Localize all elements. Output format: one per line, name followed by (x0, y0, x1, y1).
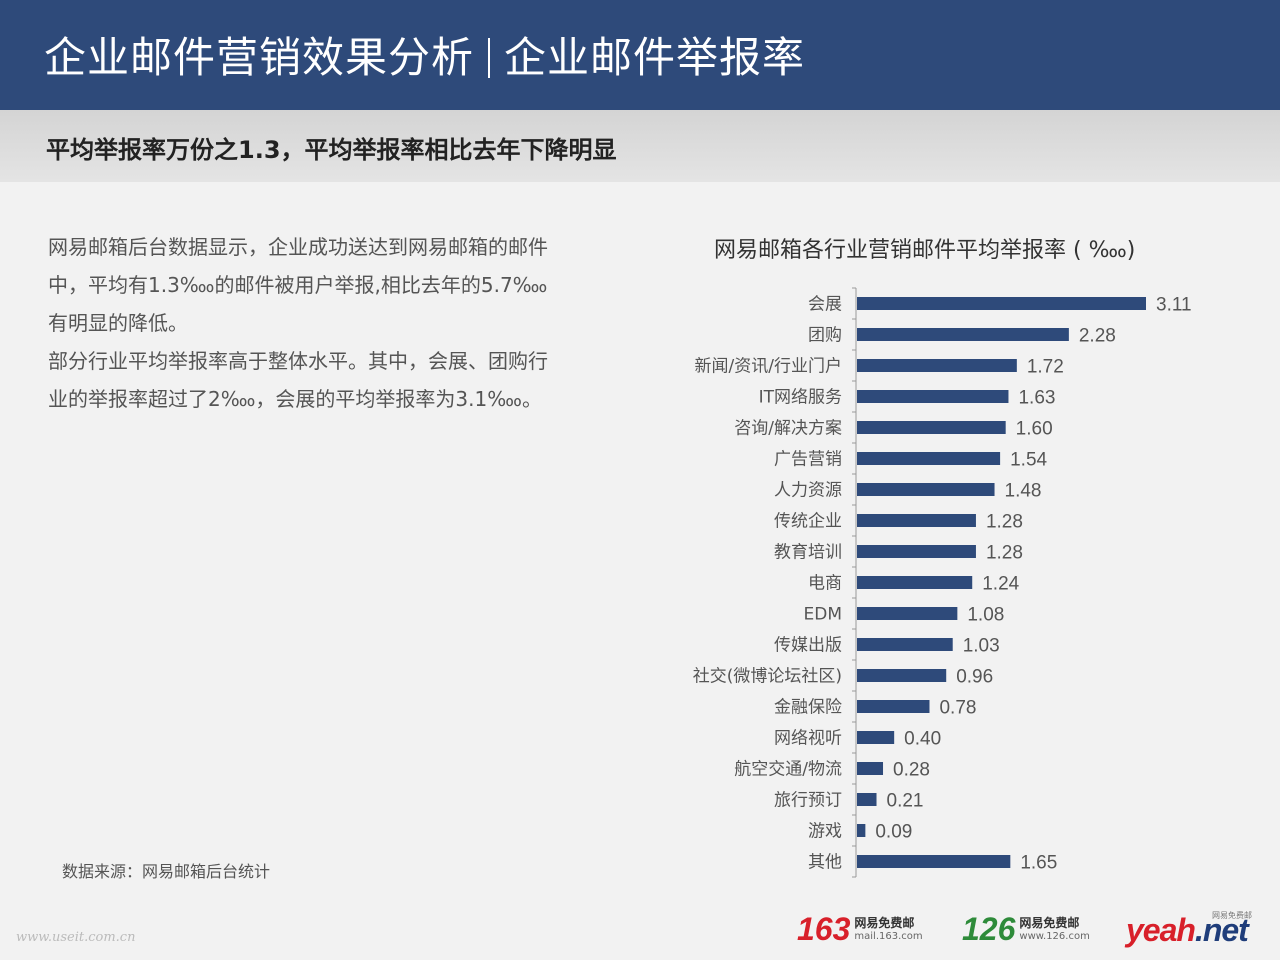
description-paragraph-2: 部分行业平均举报率高于整体水平。其中，会展、团购行业的举报率超过了2‱，会展的平… (48, 349, 548, 411)
category-label: EDM (804, 605, 843, 625)
subheader-text: 平均举报率万份之1.3，平均举报率相比去年下降明显 (46, 136, 617, 164)
description-paragraph-1: 网易邮箱后台数据显示，企业成功送达到网易邮箱的邮件中，平均有1.3‱的邮件被用户… (48, 235, 548, 335)
bar (857, 731, 895, 744)
bar (857, 390, 1009, 403)
logo-163-name: 网易免费邮 (854, 916, 915, 930)
logo-yeah: 网易免费邮 yeah.net (1126, 906, 1252, 949)
category-label: 旅行预订 (774, 791, 842, 811)
logo-126-number: 126 (962, 911, 1016, 947)
logo-163-url: mail.163.com (854, 931, 923, 942)
header-bar: 企业邮件营销效果分析 企业邮件举报率 (0, 0, 1280, 110)
bar (857, 328, 1069, 341)
data-label: 3.11 (1156, 295, 1192, 316)
category-label: 团购 (808, 326, 842, 346)
category-label: 咨询/解决方案 (734, 419, 842, 439)
data-label: 0.09 (875, 822, 912, 843)
data-label: 1.24 (982, 574, 1019, 595)
bar-chart: 会展 3.11 团购 2.28 新闻/资讯/行业门户 1.72 IT网络服务 1.63 咨询/解… (693, 287, 1192, 878)
bar (857, 576, 973, 589)
data-label: 1.72 (1027, 357, 1064, 378)
bar (857, 607, 958, 620)
bar (857, 762, 884, 775)
data-label: 1.54 (1010, 450, 1047, 471)
data-source-note: 数据来源：网易邮箱后台统计 (62, 862, 271, 881)
page-title: 企业邮件营销效果分析 企业邮件举报率 (44, 24, 805, 85)
category-label: 传媒出版 (774, 636, 842, 656)
description-text: 网易邮箱后台数据显示，企业成功送达到网易邮箱的邮件中，平均有1.3‱的邮件被用户… (48, 228, 558, 418)
category-label: IT网络服务 (759, 388, 842, 408)
logo-yeah-tag: 网易免费邮 (1212, 911, 1252, 920)
data-label: 0.21 (887, 791, 924, 812)
bar (857, 514, 976, 527)
category-label: 其他 (808, 853, 842, 873)
category-label: 新闻/资讯/行业门户 (695, 357, 842, 377)
data-label: 1.60 (1016, 419, 1053, 440)
title-separator (488, 38, 491, 78)
data-label: 1.08 (967, 605, 1004, 626)
data-label: 1.28 (986, 543, 1023, 564)
bar (857, 638, 953, 651)
logo-126-name: 网易免费邮 (1019, 916, 1080, 930)
category-label: 游戏 (808, 822, 842, 842)
bar (857, 793, 877, 806)
category-label: 传统企业 (774, 512, 842, 532)
bar (857, 669, 947, 682)
logo-163: 163 网易免费邮 mail.163.com (797, 910, 923, 948)
data-label: 1.65 (1020, 853, 1057, 874)
logo-yeah-main: yeah (1126, 912, 1196, 948)
bar (857, 297, 1146, 310)
bar (857, 452, 1001, 465)
category-label: 金融保险 (774, 698, 842, 718)
title-sub: 企业邮件举报率 (504, 33, 806, 82)
category-label: 人力资源 (774, 481, 842, 501)
bar (857, 421, 1006, 434)
logo-126-url: www.126.com (1019, 931, 1090, 942)
data-label: 1.28 (986, 512, 1023, 533)
logo-126: 126 网易免费邮 www.126.com (962, 910, 1090, 948)
data-label: 0.40 (904, 729, 941, 750)
data-label: 1.03 (963, 636, 1000, 657)
bar (857, 483, 995, 496)
category-label: 电商 (808, 574, 842, 594)
logo-163-number: 163 (797, 911, 851, 947)
data-label: 0.78 (939, 698, 976, 719)
data-label: 1.63 (1018, 388, 1055, 409)
bar (857, 359, 1017, 372)
category-label: 网络视听 (774, 729, 842, 749)
category-label: 社交(微博论坛社区) (693, 667, 842, 687)
bar (857, 545, 976, 558)
category-label: 航空交通/物流 (734, 760, 842, 780)
bar (857, 824, 866, 837)
logo-yeah-suffix: .net (1194, 912, 1249, 948)
title-main: 企业邮件营销效果分析 (44, 33, 475, 82)
bar (857, 700, 930, 713)
data-label: 1.48 (1005, 481, 1042, 502)
data-label: 2.28 (1079, 326, 1116, 347)
watermark: www.useit.com.cn (16, 930, 136, 945)
bar (857, 855, 1011, 868)
logo-yeah-word: yeah.net (1126, 912, 1249, 949)
category-label: 广告营销 (774, 450, 842, 470)
category-label: 会展 (808, 295, 842, 315)
chart-title: 网易邮箱各行业营销邮件平均举报率 ( ‱) (714, 238, 1136, 263)
category-label: 教育培训 (774, 543, 842, 563)
data-label: 0.96 (956, 667, 993, 688)
subheader-bar: 平均举报率万份之1.3，平均举报率相比去年下降明显 (0, 110, 1280, 182)
data-label: 0.28 (893, 760, 930, 781)
